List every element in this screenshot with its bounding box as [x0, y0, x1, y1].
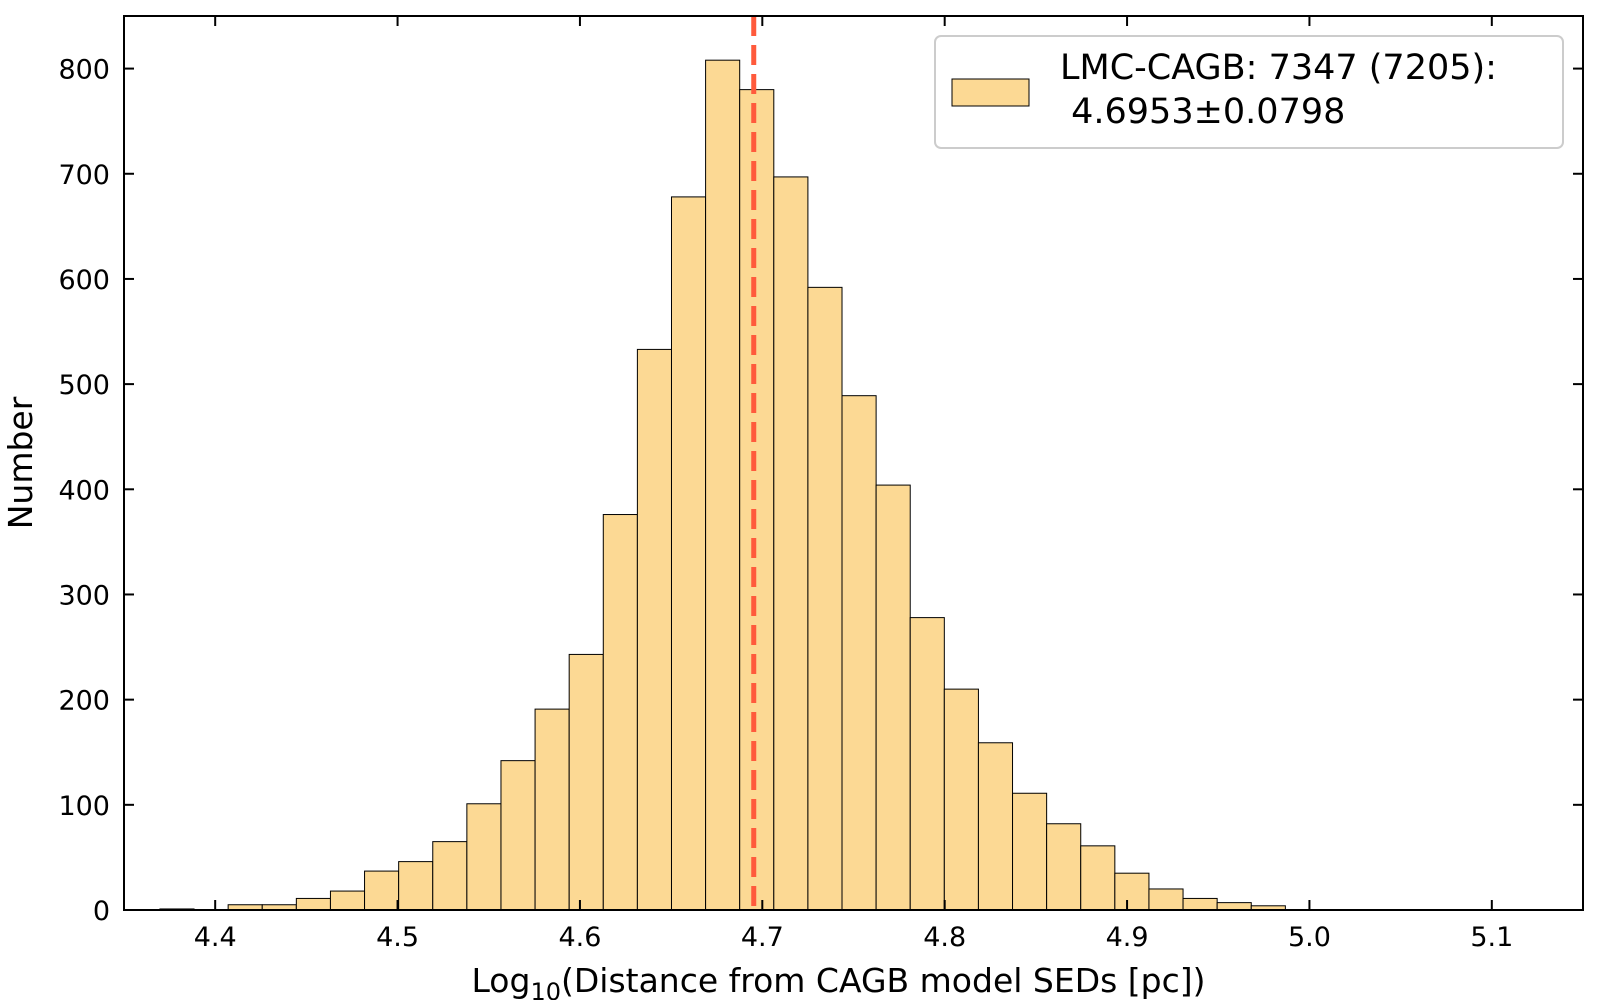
- y-tick-label: 100: [58, 791, 110, 822]
- histogram-bar: [943, 688, 979, 911]
- x-axis-label-prefix: Log: [471, 961, 530, 1000]
- y-tick-label: 600: [58, 265, 110, 296]
- histogram-bar: [670, 196, 707, 911]
- histogram-bar: [534, 708, 570, 911]
- histogram-bar: [432, 841, 468, 911]
- histogram-bar: [807, 286, 843, 911]
- histogram-bar: [739, 89, 775, 911]
- legend-swatch: [951, 78, 1030, 107]
- histogram-bar: [568, 653, 604, 911]
- plot-frame: [123, 15, 1584, 911]
- x-tick-label: 5.1: [1470, 922, 1513, 953]
- x-tick-label: 4.5: [376, 922, 419, 953]
- histogram-bar: [398, 861, 434, 911]
- y-tick-label: 800: [58, 55, 110, 86]
- y-tick-label: 0: [93, 896, 110, 927]
- histogram-bar: [364, 870, 400, 911]
- legend-label-line1: LMC-CAGB: 7347 (7205):: [1060, 48, 1497, 88]
- legend-label-line2: 4.6953±0.0798: [1060, 92, 1345, 132]
- histogram-bar: [773, 176, 809, 911]
- histogram-bar: [602, 514, 638, 911]
- histogram-bar: [1114, 872, 1150, 911]
- histogram-bar: [295, 897, 331, 911]
- histogram-bar: [1012, 792, 1048, 911]
- x-tick-label: 4.7: [741, 922, 784, 953]
- x-axis-label: Log10(Distance from CAGB model SEDs [pc]…: [471, 961, 1205, 1000]
- histogram-bar: [841, 395, 877, 911]
- y-tick-label: 700: [58, 160, 110, 191]
- histogram-bar: [1148, 888, 1184, 911]
- legend: LMC-CAGB: 7347 (7205): 4.6953±0.0798: [934, 35, 1564, 149]
- y-axis-label: Number: [1, 396, 40, 529]
- x-tick-label: 4.9: [1106, 922, 1149, 953]
- y-tick-label: 200: [58, 686, 110, 717]
- y-tick-label: 300: [58, 580, 110, 611]
- histogram-bar: [500, 760, 536, 911]
- axis-ticks: 4.4 4.5 4.6 4.7 4.8 4.9 5.0 5.1 0 100 200 300 400 500…: [58, 16, 1583, 953]
- histogram-bar: [1182, 897, 1218, 911]
- histogram-bar: [977, 742, 1014, 911]
- histogram-bars: [159, 59, 1286, 911]
- histogram-bar: [1080, 845, 1116, 911]
- y-tick-label: 400: [58, 475, 110, 506]
- x-tick-label: 4.4: [194, 922, 237, 953]
- x-axis-label-subscript: 10: [530, 978, 561, 1000]
- x-tick-label: 4.6: [558, 922, 601, 953]
- histogram-bar: [466, 803, 502, 911]
- histogram-bar: [875, 484, 911, 911]
- histogram-bar: [329, 890, 366, 911]
- histogram-bar: [1216, 902, 1252, 911]
- histogram-bar: [909, 617, 945, 911]
- histogram-bar: [1046, 823, 1082, 911]
- legend-box: [934, 35, 1564, 149]
- x-axis-label-rest: (Distance from CAGB model SEDs [pc]): [561, 961, 1206, 1000]
- x-tick-label: 5.0: [1288, 922, 1331, 953]
- x-tick-label: 4.8: [923, 922, 966, 953]
- histogram-bar: [636, 348, 672, 911]
- histogram-bar: [705, 59, 741, 911]
- y-tick-label: 500: [58, 370, 110, 401]
